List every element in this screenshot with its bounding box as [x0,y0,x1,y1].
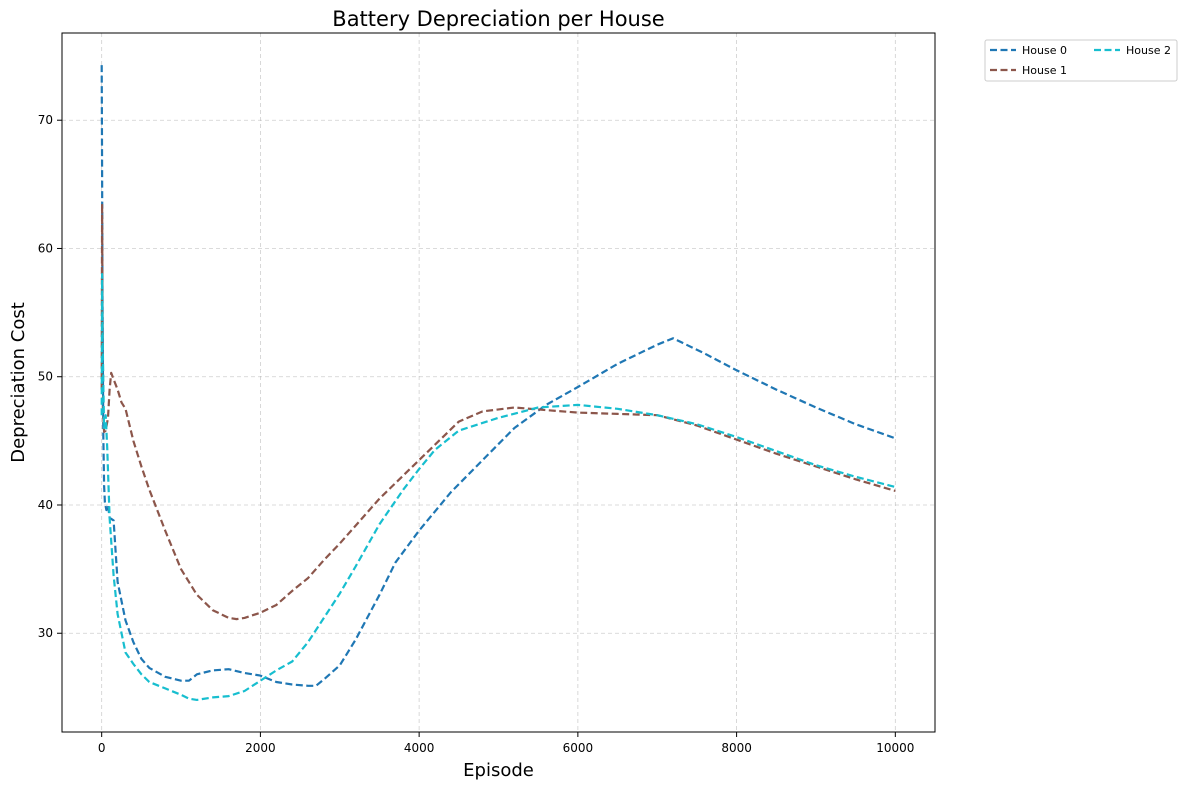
y-tick-label: 40 [38,498,53,512]
legend-label: House 2 [1126,44,1171,57]
chart-title: Battery Depreciation per House [332,7,664,31]
x-axis-title: Episode [463,760,534,781]
legend-box [984,39,1178,82]
legend-label: House 1 [1022,64,1067,77]
plot-area-frame [61,32,936,733]
y-tick-label: 30 [38,626,53,640]
y-tick-label: 50 [38,370,53,384]
series-line-house-0 [100,65,896,687]
x-tick-label: 4000 [404,741,435,755]
y-axis-title: Depreciation Cost [8,302,29,463]
x-tick-label: 0 [98,741,106,755]
series-lines [100,65,896,701]
grid-lines [62,33,935,732]
y-tick-label: 60 [38,241,53,255]
x-tick-label: 8000 [721,741,752,755]
series-line-house-1 [100,202,896,621]
y-axis-ticks: 30 40 50 60 70 [38,113,62,640]
x-tick-label: 6000 [563,741,594,755]
legend-label: House 0 [1022,44,1067,57]
series-line-house-2 [100,273,896,701]
x-tick-label: 10000 [876,741,914,755]
x-axis-ticks: 0 2000 4000 6000 8000 10000 [98,732,914,755]
legend: House 0 House 1 House 2 [984,39,1178,82]
x-tick-label: 2000 [245,741,276,755]
y-tick-label: 70 [38,113,53,127]
